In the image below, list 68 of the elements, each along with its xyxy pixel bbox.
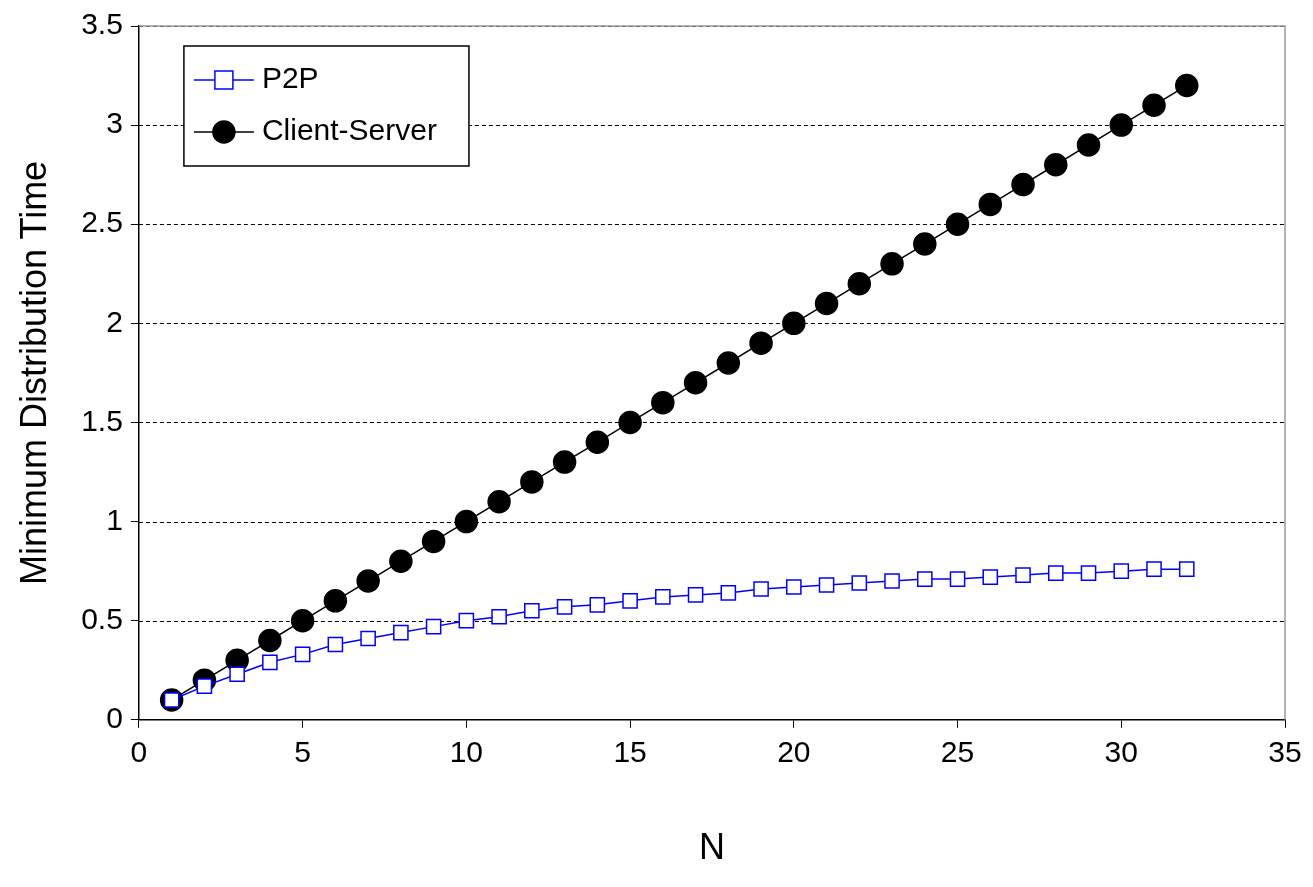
point bbox=[421, 529, 446, 554]
point bbox=[393, 624, 409, 641]
point bbox=[294, 646, 311, 663]
x-tick-label: 20 bbox=[777, 735, 811, 769]
point bbox=[1109, 113, 1134, 137]
point bbox=[552, 450, 577, 474]
y-tick-label: 1.5 bbox=[81, 403, 123, 437]
point bbox=[687, 587, 704, 603]
point bbox=[1080, 565, 1097, 581]
point bbox=[1113, 563, 1130, 579]
y-axis-title: Minimum Distribution Time bbox=[12, 160, 54, 585]
point bbox=[982, 569, 999, 585]
point bbox=[618, 410, 642, 435]
point bbox=[913, 232, 937, 256]
point bbox=[949, 571, 966, 587]
legend-label: Client-Server bbox=[261, 113, 437, 147]
point bbox=[1047, 565, 1064, 581]
point bbox=[425, 618, 442, 635]
point bbox=[229, 666, 245, 683]
y-tick-label: 3 bbox=[106, 106, 123, 140]
point bbox=[880, 252, 904, 276]
x-tick-label: 10 bbox=[449, 735, 484, 769]
point bbox=[720, 585, 737, 601]
x-tick-label: 0 bbox=[130, 735, 148, 769]
point bbox=[1044, 153, 1068, 177]
y-tick-label: 2.5 bbox=[81, 205, 123, 239]
point bbox=[360, 630, 376, 647]
x-tick-label: 15 bbox=[613, 735, 647, 769]
point bbox=[851, 575, 868, 591]
point bbox=[978, 192, 1003, 217]
point bbox=[556, 598, 573, 615]
legend-label: P2P bbox=[261, 61, 319, 95]
point bbox=[258, 628, 282, 653]
point bbox=[589, 597, 606, 613]
point bbox=[716, 351, 741, 375]
y-tick-label: 0.5 bbox=[81, 601, 123, 635]
y-tick-label: 3.5 bbox=[81, 7, 123, 41]
point bbox=[585, 430, 610, 455]
point bbox=[327, 636, 344, 653]
point bbox=[389, 549, 413, 573]
point bbox=[1142, 93, 1166, 118]
x-tick-label: 35 bbox=[1268, 735, 1302, 769]
point bbox=[356, 569, 380, 593]
point bbox=[1175, 73, 1199, 98]
point bbox=[847, 271, 872, 296]
point bbox=[651, 390, 675, 415]
point bbox=[782, 311, 806, 336]
point bbox=[262, 654, 278, 671]
point bbox=[487, 490, 511, 514]
x-axis-title: N bbox=[698, 826, 725, 868]
y-tick-label: 2 bbox=[106, 304, 123, 338]
point bbox=[454, 509, 479, 534]
point bbox=[458, 612, 475, 629]
point bbox=[683, 371, 708, 395]
x-tick-label: 5 bbox=[294, 735, 311, 769]
point bbox=[323, 589, 348, 613]
point bbox=[290, 608, 315, 633]
y-tick-label: 1 bbox=[106, 502, 123, 536]
x-tick-label: 30 bbox=[1104, 735, 1138, 769]
point bbox=[520, 470, 544, 494]
x-tick-label: 25 bbox=[940, 735, 975, 769]
point bbox=[1011, 172, 1035, 197]
y-tick-label: 0 bbox=[106, 701, 123, 735]
point bbox=[814, 291, 839, 316]
point bbox=[1076, 133, 1101, 157]
point bbox=[945, 212, 970, 236]
point bbox=[749, 331, 773, 355]
point bbox=[818, 577, 835, 593]
